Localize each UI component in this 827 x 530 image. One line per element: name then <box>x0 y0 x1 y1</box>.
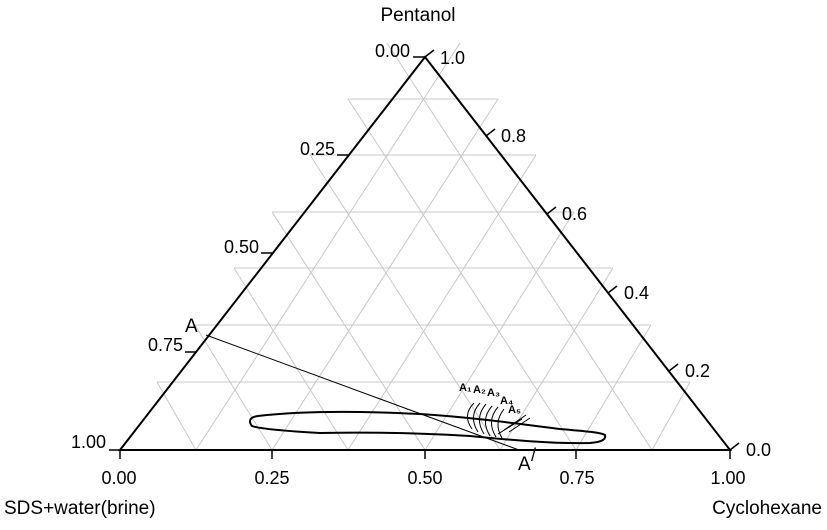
left-axis-tick: 0.25 <box>300 139 335 159</box>
hatch-line <box>497 418 523 435</box>
right-axis-tick: 0.8 <box>501 126 526 146</box>
left-axis-tick: 0.50 <box>224 237 259 257</box>
right-axis-tick: 0.6 <box>562 204 587 224</box>
hatch-arc <box>467 402 475 430</box>
left-axis-tick: 0.75 <box>148 335 183 355</box>
tick-marks <box>109 49 740 459</box>
tick-mark <box>729 442 740 451</box>
phase-boundary <box>249 410 607 445</box>
dilution-line <box>205 334 520 451</box>
tick-mark <box>485 128 496 137</box>
right-axis-tick: 0.2 <box>685 361 710 381</box>
tick-mark <box>607 285 618 294</box>
point-label-a1: A₁ <box>459 382 472 394</box>
right-axis-tick: 1.0 <box>440 48 465 68</box>
grid-line <box>347 154 537 451</box>
dilution-arcs <box>467 402 531 439</box>
vertex-label-bottom-left: SDS+water(brine) <box>4 498 156 519</box>
bottom-axis-tick: 0.75 <box>559 468 594 488</box>
left-axis-tick: 1.00 <box>71 432 106 452</box>
bottom-axis-tick: 0.50 <box>407 468 442 488</box>
hatch-line <box>508 417 531 433</box>
grid-line <box>575 324 652 451</box>
grid-line <box>347 98 577 451</box>
bottom-axis-tick: 0.25 <box>254 468 289 488</box>
tick-mark <box>424 49 435 58</box>
grid-line <box>156 381 197 451</box>
bottom-axis-tick: 0.00 <box>101 468 136 488</box>
hatch-arc <box>497 408 505 439</box>
hatch-arc <box>485 405 493 437</box>
point-label-a2: A₂ <box>473 384 486 396</box>
tick-mark <box>546 206 557 215</box>
point-label-a-prime: A <box>518 454 531 475</box>
hatch-arc <box>491 406 499 438</box>
grid-line <box>651 381 691 451</box>
right-axis-tick: 0.0 <box>746 440 771 460</box>
grid-line <box>386 42 653 451</box>
grid-line <box>233 267 349 451</box>
bottom-axis-tick: 1.00 <box>710 468 745 488</box>
left-axis-tick: 0.00 <box>375 41 410 61</box>
point-label-a-prime-mark: / <box>531 445 536 465</box>
right-axis-tick: 0.4 <box>624 283 649 303</box>
grid-line <box>271 98 499 451</box>
hatch-arc <box>473 402 481 433</box>
grid-line <box>195 42 461 451</box>
point-label-a5: A₅ <box>508 404 521 416</box>
tick-mark <box>668 363 679 372</box>
vertex-label-bottom-right: Cyclohexane <box>712 498 822 519</box>
grid-line <box>271 211 426 451</box>
point-label-a3: A₃ <box>487 387 500 399</box>
point-label-a: A <box>185 316 198 337</box>
grid-line <box>309 154 501 451</box>
triangle-frame <box>117 55 733 451</box>
hatch-arc <box>479 403 487 435</box>
grid-line <box>424 211 575 451</box>
vertex-label-top: Pentanol <box>380 5 455 26</box>
point-label-a4: A₄ <box>500 395 513 407</box>
grid-line <box>194 324 273 451</box>
